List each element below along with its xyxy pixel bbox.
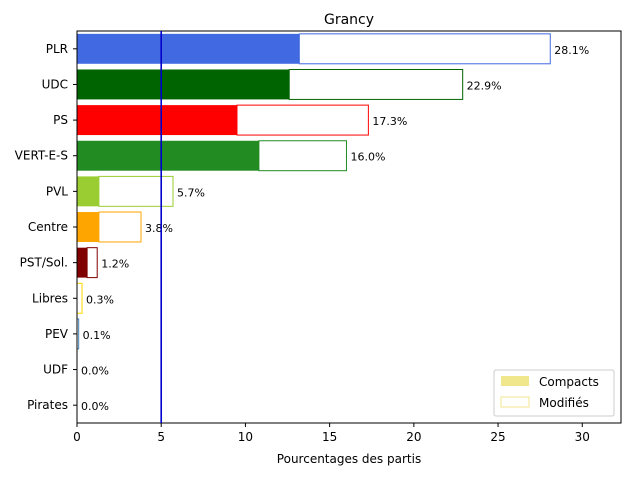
bar-compacts-pvl bbox=[77, 176, 99, 207]
data-label-pst-sol: 1.2% bbox=[101, 258, 129, 271]
data-label-udc: 22.9% bbox=[467, 79, 502, 92]
data-label-pvl: 5.7% bbox=[177, 186, 205, 199]
x-tick-label: 5 bbox=[157, 430, 165, 444]
bar-modifies-pst-sol bbox=[86, 247, 98, 279]
legend-label-modifies: Modifiés bbox=[539, 396, 589, 410]
bar-compacts-vert-e-s bbox=[77, 140, 259, 171]
data-label-libres: 0.3% bbox=[86, 293, 114, 306]
x-tick-label: 10 bbox=[238, 430, 253, 444]
bar-modifies-udc bbox=[288, 68, 464, 100]
bar-compacts-pst-sol bbox=[77, 247, 88, 278]
bar-modifies-plr bbox=[298, 33, 551, 65]
data-label-udf: 0.0% bbox=[81, 365, 109, 378]
bar-compacts-plr bbox=[77, 33, 300, 64]
x-tick-label: 15 bbox=[322, 430, 337, 444]
y-tick-label-libres: Libres bbox=[32, 291, 68, 305]
y-tick-label-pst-sol: PST/Sol. bbox=[20, 256, 68, 270]
y-tick-label-pev: PEV bbox=[45, 327, 69, 341]
y-tick-label-udf: UDF bbox=[43, 363, 68, 377]
legend-label-compacts: Compacts bbox=[539, 375, 599, 389]
data-label-centre: 3.8% bbox=[145, 222, 173, 235]
x-axis-label: Pourcentages des partis bbox=[277, 452, 421, 466]
legend-swatch-modifies bbox=[500, 396, 530, 408]
legend: Compacts Modifiés bbox=[493, 369, 615, 417]
bar-modifies-libres bbox=[76, 282, 83, 314]
x-axis-ticks: 0 5 10 15 20 25 30 bbox=[73, 423, 590, 444]
x-tick-label: 0 bbox=[73, 430, 81, 444]
y-tick-label-centre: Centre bbox=[28, 220, 68, 234]
bar-compacts-udc bbox=[77, 69, 290, 100]
y-tick-label-pvl: PVL bbox=[46, 184, 68, 198]
chart-title: Grancy bbox=[324, 12, 374, 28]
data-label-pev: 0.1% bbox=[83, 329, 111, 342]
y-tick-label-vert-e-s: VERT-E-S bbox=[15, 149, 68, 163]
y-tick-label-udc: UDC bbox=[42, 77, 68, 91]
x-tick-label: 20 bbox=[406, 430, 421, 444]
y-tick-label-plr: PLR bbox=[46, 42, 68, 56]
data-label-ps: 17.3% bbox=[372, 115, 407, 128]
bar-modifies-centre bbox=[98, 211, 142, 243]
data-label-plr: 28.1% bbox=[554, 44, 589, 57]
bars-layer: 28.1% 22.9% 17.3% 16.0% 5.7% 3.8% 1.2% 0.3% 0.1%… bbox=[76, 33, 589, 413]
x-tick-label: 30 bbox=[575, 430, 590, 444]
bar-modifies-vert-e-s bbox=[258, 140, 347, 172]
y-tick-labels: PLR UDC PS VERT-E-S PVL Centre PST/Sol. Libres P… bbox=[15, 42, 77, 412]
data-label-pirates: 0.0% bbox=[81, 400, 109, 413]
data-label-vert-e-s: 16.0% bbox=[350, 151, 385, 164]
y-tick-label-ps: PS bbox=[53, 113, 68, 127]
bar-modifies-ps bbox=[236, 104, 369, 136]
legend-swatch-compacts bbox=[501, 376, 529, 386]
x-tick-label: 25 bbox=[490, 430, 505, 444]
y-tick-label-pirates: Pirates bbox=[27, 398, 68, 412]
bar-compacts-ps bbox=[77, 105, 237, 136]
bar-compacts-centre bbox=[77, 212, 99, 242]
plot-frame bbox=[76, 30, 622, 424]
